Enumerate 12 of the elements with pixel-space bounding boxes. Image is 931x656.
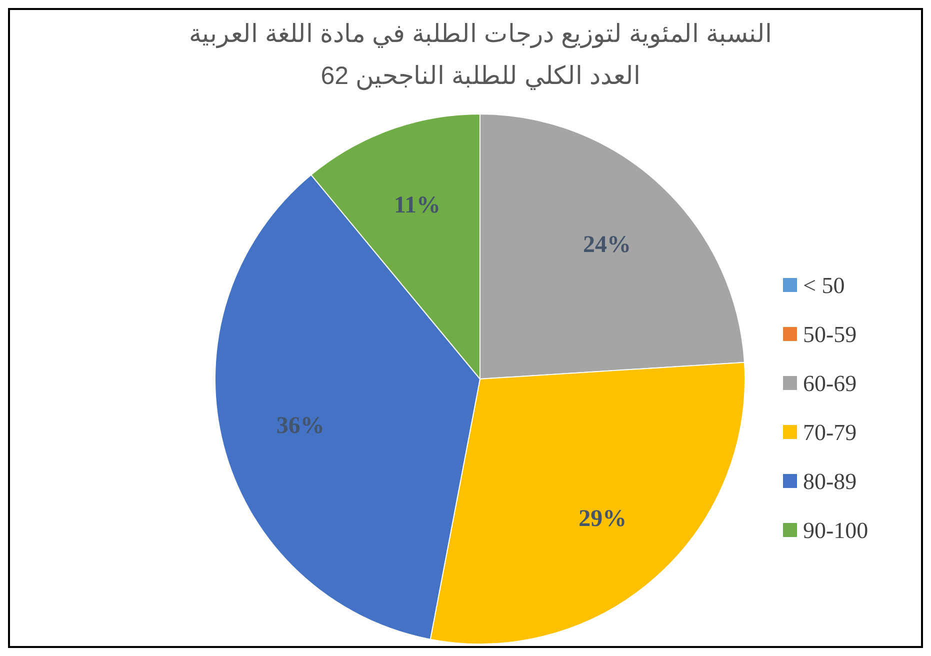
legend-label: 50-59	[803, 322, 857, 347]
legend-label: 80-89	[803, 469, 857, 494]
legend-label: 70-79	[803, 420, 857, 445]
legend-label: 90-100	[803, 518, 868, 543]
data-label: 11%	[394, 192, 441, 218]
chart-title: النسبة المئوية لتوزيع درجات الطلبة في مادة اللغة العربية	[189, 20, 772, 49]
data-label: 24%	[582, 232, 631, 258]
data-label: 36%	[276, 413, 324, 440]
legend-label: 60-69	[803, 371, 857, 396]
legend-label: < 50	[803, 273, 845, 298]
chart-subtitle: العدد الكلي للطلبة الناجحين 62	[320, 62, 640, 91]
data-label: 29%	[578, 506, 627, 532]
